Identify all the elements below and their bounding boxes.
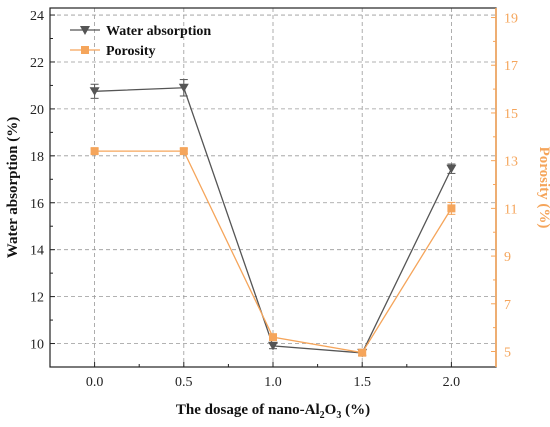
legend-marker-triangle <box>80 26 90 35</box>
left-axis: 10 12 14 16 18 20 22 24 <box>30 9 55 353</box>
x-axis-label: The dosage of nano-Al2O3 (%) <box>176 402 370 421</box>
right-axis: 5 7 9 11 13 15 17 19 <box>491 8 518 367</box>
x-tick-label: 0.0 <box>86 375 104 390</box>
y-right-tick-label: 13 <box>504 155 518 170</box>
grid-lines <box>50 8 496 367</box>
data-point-square <box>179 147 188 156</box>
series-layer <box>89 79 457 358</box>
y-left-tick-label: 20 <box>30 103 44 118</box>
y-left-tick-label: 16 <box>30 197 44 212</box>
data-point-triangle <box>268 341 278 351</box>
y-right-tick-label: 7 <box>504 298 511 313</box>
x-tick-label: 0.5 <box>175 375 193 390</box>
x-axis-label-sub-2: 3 <box>336 410 341 421</box>
x-axis-label-mid: O <box>325 402 337 418</box>
legend-marker-square <box>81 46 89 54</box>
data-point-triangle <box>89 87 100 96</box>
y-right-tick-label: 19 <box>504 12 518 27</box>
y-axis-label-right: Porosity (%) <box>536 147 550 229</box>
legend-label: Porosity <box>106 44 156 59</box>
legend: Water absorption Porosity <box>70 24 211 59</box>
series-porosity <box>90 147 456 357</box>
y-left-tick-label: 14 <box>30 244 44 259</box>
data-point-square <box>447 204 456 213</box>
data-point-triangle <box>446 164 457 174</box>
x-tick-label: 1.0 <box>264 375 282 390</box>
y-right-tick-label: 5 <box>504 345 511 360</box>
y-right-tick-label: 17 <box>504 59 518 74</box>
x-tick-label: 1.5 <box>353 375 371 390</box>
x-axis-label-sub-1: 2 <box>320 410 325 421</box>
legend-label: Water absorption <box>106 24 211 39</box>
y-left-tick-label: 24 <box>30 9 44 24</box>
x-axis-label-tail: (%) <box>341 402 370 418</box>
series-line <box>94 150 452 354</box>
y-right-tick-label: 9 <box>504 250 511 265</box>
y-left-tick-label: 22 <box>30 56 44 71</box>
data-point-square <box>358 348 367 357</box>
data-point-square <box>90 147 99 156</box>
y-right-tick-label: 11 <box>504 202 517 217</box>
x-axis-label-main: The dosage of nano-Al <box>176 402 320 418</box>
bottom-axis: 0.0 0.5 1.0 1.5 2.0 <box>86 362 460 390</box>
data-point-triangle <box>178 83 189 93</box>
y-left-tick-label: 10 <box>30 338 44 353</box>
y-right-tick-label: 15 <box>504 107 518 122</box>
y-left-tick-label: 12 <box>30 291 44 306</box>
x-tick-label: 2.0 <box>443 375 461 390</box>
data-point-square <box>269 333 277 342</box>
y-axis-label-left: Water absorption (%) <box>5 117 21 258</box>
y-left-tick-label: 18 <box>30 150 44 165</box>
